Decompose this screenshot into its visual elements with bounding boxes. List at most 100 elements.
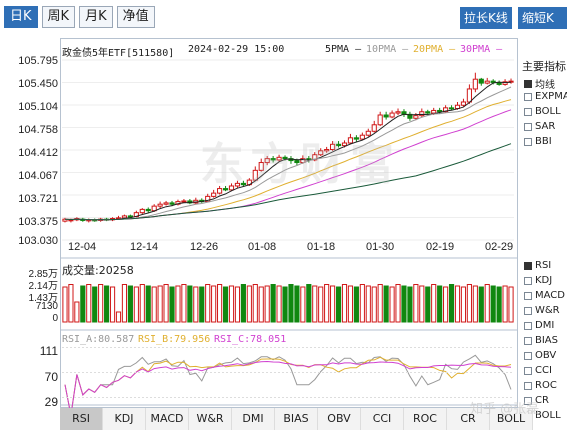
sub-indicator-rsi[interactable]: RSI [524,260,551,271]
checkbox-icon[interactable] [524,306,532,315]
candle-body [347,137,354,144]
ma5-line [64,81,512,221]
sub-indicator-obv[interactable]: OBV [524,350,556,361]
main-indicator-sar[interactable]: SAR [524,121,555,132]
tab-monthly[interactable]: 月K [79,6,113,28]
volume-bar [115,311,122,323]
volume-bar [276,285,282,323]
main-indicator-bbi[interactable]: BBI [524,136,552,147]
tab-kdj[interactable]: KDJ [103,408,146,430]
volume-bar [347,285,354,323]
checkbox-icon[interactable] [524,276,532,285]
volume-bar [454,285,461,323]
checkbox-icon[interactable] [524,351,532,360]
tab-cci[interactable]: CCI [361,408,404,430]
volume-bar [359,284,365,323]
sub-indicator-dmi[interactable]: DMI [524,320,554,331]
checkbox-icon[interactable] [524,107,532,116]
ma10-legend-swatch: — [402,44,409,55]
checkbox-icon[interactable] [524,336,532,345]
candle-body [294,160,300,164]
volume-bar [169,286,175,323]
checkbox-icon[interactable] [524,261,532,270]
candle-body [264,158,270,164]
tab-obv[interactable]: OBV [318,408,361,430]
candle-body [508,80,514,83]
tab-nav[interactable]: 净值 [116,6,155,28]
volume-tick: 0 [52,313,58,324]
tab-roc[interactable]: ROC [404,408,447,430]
volume-bar [318,286,324,323]
tab-cr[interactable]: CR [447,408,490,430]
checkbox-icon[interactable] [524,137,532,146]
sub-indicator-wr[interactable]: W&R [524,305,560,316]
chart-frame [60,38,518,408]
volume-tick: 2.85万 [28,269,58,280]
volume-bar [490,285,496,323]
volume-bar [425,286,431,323]
candle-body [163,202,169,205]
candle-body [353,137,359,140]
main-indicator-ma[interactable]: 均线 [524,76,555,91]
date-tick: 12-26 [190,241,219,253]
volume-bar [127,285,133,323]
volume-bar [199,286,205,323]
tab-dmi[interactable]: DMI [232,408,275,430]
shrink-kline-button[interactable]: 缩短K线 [518,7,567,47]
volume-bar [151,286,157,323]
checkbox-icon[interactable] [524,381,532,390]
sub-indicator-kdj[interactable]: KDJ [524,275,552,286]
tab-rsi[interactable]: RSI [60,408,103,430]
checkbox-icon[interactable] [524,122,532,131]
volume-bar [324,284,330,323]
candle-body [377,114,383,126]
main-indicator-expma[interactable]: EXPMA [524,91,567,102]
volume-bar [121,284,128,323]
candle-body [395,111,401,114]
stretch-kline-button[interactable]: 拉长K线 [460,7,512,29]
rsi-b-line [64,356,512,416]
rsi-a-legend: RSI_A:80.587 [62,334,135,345]
checkbox-icon[interactable] [524,396,532,405]
candle-body [389,112,395,118]
volume-bar [258,286,264,323]
candle-body [437,109,443,113]
volume-bar [502,285,508,323]
candle-body [448,107,455,110]
volume-tick: 1.43万 [28,293,58,304]
volume-bar [157,285,163,323]
checkbox-icon[interactable] [524,366,532,375]
volume-bar [234,286,241,323]
checkbox-icon[interactable] [524,321,532,330]
checkbox-icon[interactable] [524,79,532,88]
tab-macd[interactable]: MACD [146,408,189,430]
tab-boll[interactable]: BOLL [490,408,533,430]
volume-bar [211,285,217,323]
sub-indicator-roc[interactable]: ROC [524,380,557,391]
checkbox-icon[interactable] [524,291,532,300]
candle-body [169,202,175,205]
checkbox-icon[interactable] [524,92,532,101]
sub-indicator-macd[interactable]: MACD [524,290,565,301]
price-tick: 103.030 [18,235,58,247]
ma5-legend-swatch: — [355,44,362,55]
candle-body [157,203,163,207]
sub-indicator-cci[interactable]: CCI [524,365,552,376]
date-tick: 01-18 [307,241,336,253]
candle-body [121,215,128,219]
sub-indicator-cr[interactable]: CR [524,395,549,406]
main-indicator-boll[interactable]: BOLL [524,106,561,117]
volume-bar [109,286,116,323]
tab-weekly[interactable]: 周K [41,6,76,28]
tab-daily[interactable]: 日K [4,6,38,28]
date-tick: 01-08 [248,241,277,253]
sub-indicator-bias[interactable]: BIAS [524,335,558,346]
rsi-tick: 29 [44,395,58,409]
tab-wr[interactable]: W&R [189,408,232,430]
volume-bar [383,285,389,323]
candle-body [222,188,229,191]
tab-bias[interactable]: BIAS [275,408,318,430]
candle-body [252,169,258,181]
volume-bar [460,286,467,323]
